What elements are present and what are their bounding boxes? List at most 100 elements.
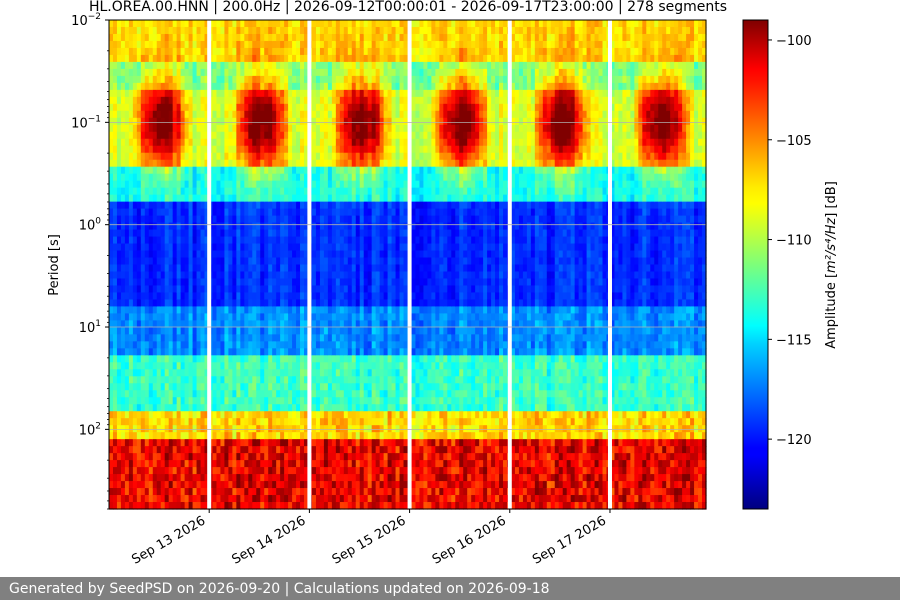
heatmap-cell xyxy=(387,33,393,42)
heatmap-cell xyxy=(383,173,389,182)
heatmap-cell xyxy=(327,124,333,133)
heatmap-cell xyxy=(228,481,233,489)
heatmap-cell xyxy=(200,264,206,273)
heatmap-cell xyxy=(387,243,393,252)
heatmap-cell xyxy=(256,432,261,440)
heatmap-cell xyxy=(252,369,257,377)
heatmap-cell xyxy=(184,131,190,140)
heatmap-cell xyxy=(379,103,385,112)
heatmap-cell xyxy=(128,481,134,489)
heatmap-cell xyxy=(172,299,178,308)
heatmap-cell xyxy=(216,124,222,133)
heatmap-cell xyxy=(212,348,218,356)
heatmap-cell xyxy=(192,453,198,461)
heatmap-cell xyxy=(112,215,118,224)
heatmap-cell xyxy=(160,383,166,391)
heatmap-cell xyxy=(268,124,273,133)
heatmap-cell xyxy=(109,229,114,238)
heatmap-cell xyxy=(359,166,365,175)
heatmap-cell xyxy=(284,257,289,266)
heatmap-cell xyxy=(323,166,329,175)
heatmap-cell xyxy=(347,432,353,440)
heatmap-cell xyxy=(132,194,138,203)
heatmap-cell xyxy=(172,418,178,426)
heatmap-cell xyxy=(296,264,301,273)
heatmap-cell xyxy=(188,117,194,126)
heatmap-cell xyxy=(240,75,245,84)
heatmap-cell xyxy=(216,411,222,419)
heatmap-cell xyxy=(260,460,265,468)
heatmap-cell xyxy=(216,278,222,287)
heatmap-cell xyxy=(148,432,154,440)
heatmap-cell xyxy=(204,243,210,252)
heatmap-cell xyxy=(315,152,321,161)
heatmap-cell xyxy=(164,369,170,377)
heatmap-cell xyxy=(379,110,385,119)
heatmap-cell xyxy=(180,264,186,273)
heatmap-cell xyxy=(164,33,170,42)
heatmap-cell xyxy=(323,47,329,56)
heatmap-cell xyxy=(132,117,138,126)
heatmap-cell xyxy=(148,460,154,468)
heatmap-cell xyxy=(160,390,166,398)
heatmap-cell xyxy=(363,439,369,447)
heatmap-cell xyxy=(367,208,373,217)
heatmap-cell xyxy=(176,201,182,210)
heatmap-cell xyxy=(192,103,198,112)
heatmap-cell xyxy=(224,257,229,266)
heatmap-cell xyxy=(260,40,265,49)
heatmap-cell xyxy=(284,439,289,447)
heatmap-cell xyxy=(315,467,321,475)
heatmap-cell xyxy=(176,26,182,35)
heatmap-cell xyxy=(172,271,178,280)
heatmap-cell xyxy=(343,194,349,203)
heatmap-cell xyxy=(315,495,321,503)
heatmap-cell xyxy=(140,145,146,154)
heatmap-cell xyxy=(347,96,353,105)
heatmap-cell xyxy=(132,502,138,510)
heatmap-cell xyxy=(367,96,373,105)
heatmap-cell xyxy=(288,187,293,196)
heatmap-cell xyxy=(224,89,229,98)
heatmap-cell xyxy=(343,187,349,196)
heatmap-cell xyxy=(351,187,357,196)
heatmap-cell xyxy=(335,131,341,140)
heatmap-cell xyxy=(327,446,333,454)
heatmap-cell xyxy=(355,271,361,280)
heatmap-cell xyxy=(248,271,253,280)
heatmap-cell xyxy=(212,40,218,49)
heatmap-cell xyxy=(248,89,253,98)
heatmap-cell xyxy=(268,208,273,217)
heatmap-cell xyxy=(232,383,237,391)
heatmap-cell xyxy=(355,152,361,161)
heatmap-cell xyxy=(224,159,229,168)
heatmap-cell xyxy=(379,383,385,391)
heatmap-cell xyxy=(284,40,289,49)
heatmap-cell xyxy=(264,390,269,398)
heatmap-cell xyxy=(323,33,329,42)
heatmap-cell xyxy=(252,257,257,266)
heatmap-cell xyxy=(335,47,341,56)
heatmap-cell xyxy=(343,152,349,161)
heatmap-cell xyxy=(335,257,341,266)
heatmap-cell xyxy=(319,453,325,461)
heatmap-cell xyxy=(112,320,118,328)
heatmap-cell xyxy=(343,68,349,77)
heatmap-cell xyxy=(371,75,377,84)
heatmap-cell xyxy=(367,152,373,161)
heatmap-cell xyxy=(176,306,182,314)
heatmap-cell xyxy=(359,362,365,370)
heatmap-cell xyxy=(204,250,210,259)
heatmap-cell xyxy=(331,250,337,259)
heatmap-cell xyxy=(288,348,293,356)
heatmap-cell xyxy=(204,40,210,49)
heatmap-cell xyxy=(136,348,142,356)
heatmap-cell xyxy=(355,495,361,503)
heatmap-cell xyxy=(148,68,154,77)
heatmap-cell xyxy=(379,180,385,189)
heatmap-cell xyxy=(391,145,397,154)
heatmap-cell xyxy=(347,75,353,84)
heatmap-cell xyxy=(196,467,202,475)
heatmap-cell xyxy=(160,33,166,42)
heatmap-cell xyxy=(371,418,377,426)
